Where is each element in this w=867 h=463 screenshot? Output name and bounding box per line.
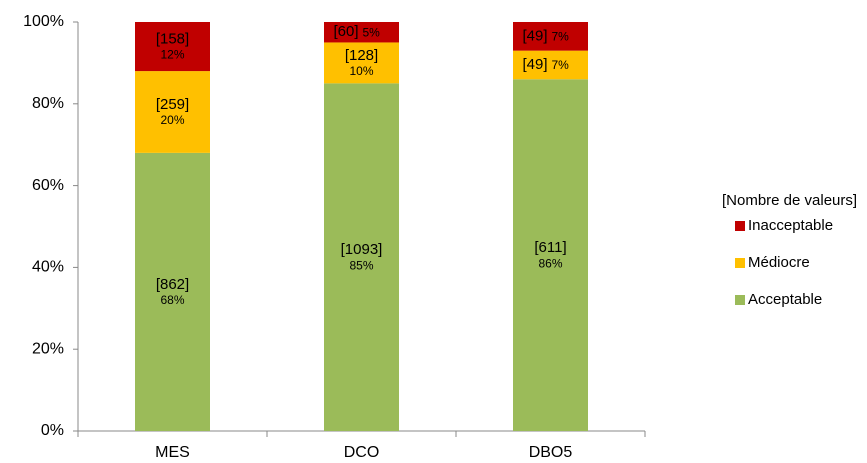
y-tick-label: 0% [41, 422, 64, 439]
value-label: 86% [538, 256, 562, 270]
x-tick-label: DBO5 [529, 444, 573, 461]
value-label: 85% [349, 258, 373, 272]
value-label: 10% [349, 64, 373, 78]
count-label: [60] [333, 23, 358, 40]
value-label: 7% [552, 29, 570, 43]
x-tick-label: DCO [344, 444, 380, 461]
y-tick-label: 80% [32, 95, 64, 112]
bar-segment [324, 42, 399, 84]
count-label: [49] [522, 56, 547, 73]
legend-label: Médiocre [748, 254, 810, 271]
count-label: [611] [534, 239, 566, 256]
value-label: 68% [160, 293, 184, 307]
legend-title: [Nombre de valeurs] [722, 192, 858, 209]
count-label: [49] [522, 27, 547, 44]
bar-segment [513, 79, 588, 431]
bar-segment [135, 71, 210, 153]
legend-swatch [735, 295, 745, 305]
legend-swatch [735, 258, 745, 268]
count-label: [128] [345, 47, 378, 64]
bar-segment [324, 83, 399, 431]
y-tick-label: 100% [23, 13, 64, 30]
bar-segment [324, 22, 399, 43]
value-label: 20% [160, 113, 184, 127]
legend-label: Inacceptable [748, 217, 833, 234]
value-label: 5% [363, 25, 381, 39]
bar-segment [135, 22, 210, 72]
y-tick-label: 20% [32, 340, 64, 357]
x-tick-label: MES [155, 444, 190, 461]
y-tick-label: 40% [32, 259, 64, 276]
count-label: [259] [156, 96, 189, 113]
value-label: 12% [160, 48, 184, 62]
count-label: [158] [156, 31, 189, 48]
bar-segment [135, 152, 210, 431]
count-label: [862] [156, 276, 189, 293]
count-label: [1093] [341, 241, 383, 258]
bar-segment [513, 50, 588, 80]
bar-segment [513, 22, 588, 51]
legend-swatch [735, 221, 745, 231]
legend-label: Acceptable [748, 291, 822, 308]
y-tick-label: 60% [32, 177, 64, 194]
value-label: 7% [552, 58, 570, 72]
